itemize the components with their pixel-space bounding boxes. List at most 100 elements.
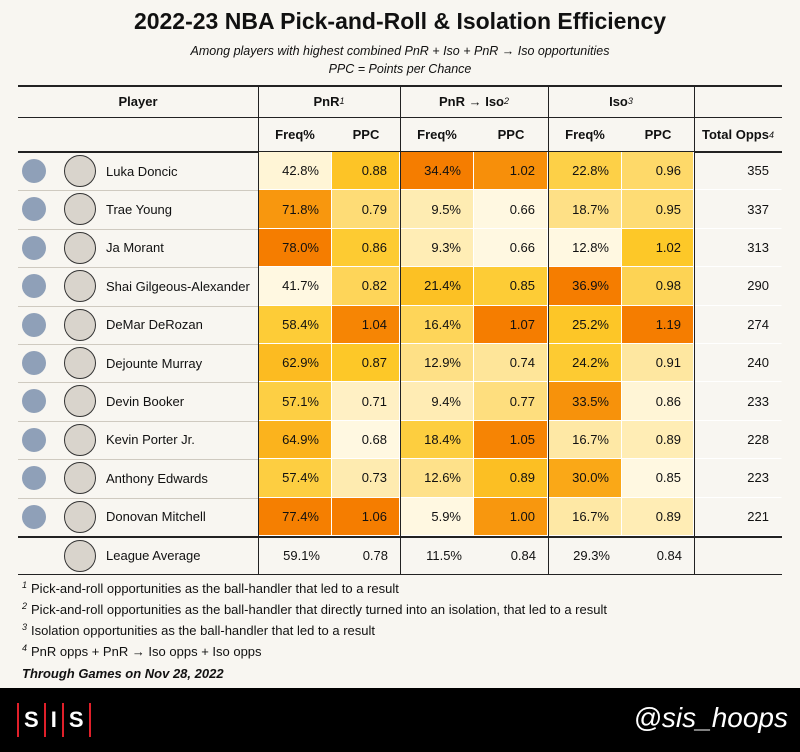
- league-logo: [64, 540, 96, 572]
- team-logo: [22, 312, 46, 337]
- table-cell: 0.89: [622, 420, 694, 460]
- logo-bar: [43, 703, 46, 737]
- label: Freq%: [417, 127, 457, 142]
- table-cell: 33.5%: [548, 382, 622, 421]
- table-cell: 1.04: [332, 305, 400, 344]
- table-cell: 0.84: [656, 547, 682, 563]
- table-cell: 1.07: [474, 305, 548, 344]
- title: 2022-23 NBA Pick-and-Roll & Isolation Ef…: [133, 8, 667, 34]
- table-cell: 12.9%: [400, 344, 474, 383]
- label: PnR → Iso: [438, 93, 504, 109]
- table-cell: 29.3%: [573, 547, 610, 563]
- note-marker: 2: [504, 96, 510, 106]
- table-cell: 64.9%: [258, 420, 332, 460]
- column-header: Freq%: [548, 118, 622, 151]
- row-rule: [18, 190, 258, 192]
- player-name: Anthony Edwards: [106, 470, 208, 486]
- logo-letter: S: [24, 707, 39, 732]
- logo-letter: S: [68, 707, 84, 732]
- table-cell: 0.79: [332, 190, 400, 229]
- table-cell: 12.8%: [548, 228, 622, 268]
- table-cell: 0.89: [474, 459, 548, 498]
- logo-bar: [17, 703, 19, 737]
- player-name: Luka Doncic: [106, 163, 178, 179]
- table-cell: 16.4%: [400, 305, 474, 344]
- team-logo: [22, 274, 46, 299]
- table-cell: 0.98: [622, 267, 694, 306]
- table-cell: 0.84: [510, 547, 536, 563]
- table-cell: 233: [694, 382, 782, 421]
- row-rule: [18, 497, 258, 499]
- team-logo: [22, 235, 46, 260]
- table-cell: 337: [694, 190, 782, 229]
- table-cell: 57.4%: [258, 459, 332, 498]
- column-rule: [548, 86, 549, 574]
- table-cell: 0.95: [622, 190, 694, 229]
- table-cell: 0.74: [474, 344, 548, 383]
- subtitle: Among players with highest combined PnR …: [190, 44, 610, 58]
- logo-bar: [61, 703, 64, 737]
- note-marker: 2: [22, 601, 28, 611]
- footnote: 4 PnR opps + PnR → Iso opps + Iso opps: [22, 643, 262, 659]
- table-cell: 0.85: [622, 459, 694, 498]
- table-cell: 5.9%: [400, 497, 474, 536]
- column-rule: [258, 86, 259, 574]
- footnote-text: Pick-and-roll opportunities as the ball-…: [31, 602, 607, 618]
- row-rule: [18, 420, 258, 422]
- headshot: [64, 231, 96, 264]
- table-cell: 0.73: [332, 459, 400, 498]
- table-cell: 0.78: [362, 547, 388, 563]
- table-cell: 34.4%: [400, 152, 474, 191]
- table-cell: 240: [694, 344, 782, 383]
- headshot: [64, 423, 96, 456]
- player-name: Donovan Mitchell: [106, 509, 206, 525]
- table-cell: 18.4%: [400, 420, 474, 460]
- column-header: PPC: [622, 118, 694, 151]
- table-cell: 71.8%: [258, 190, 332, 229]
- through-date: Through Games on Nov 28, 2022: [22, 666, 224, 681]
- headshot: [64, 462, 96, 495]
- team-logo: [22, 351, 46, 375]
- table-cell: 0.66: [474, 190, 548, 229]
- label: Iso: [609, 93, 628, 109]
- headshot: [64, 270, 96, 303]
- table-cell: 77.4%: [258, 497, 332, 536]
- table-cell: 9.3%: [400, 228, 474, 268]
- table-cell: 58.4%: [258, 305, 332, 344]
- label: PPC: [497, 127, 525, 142]
- table-cell: 0.68: [332, 420, 400, 460]
- table-cell: 42.8%: [258, 152, 332, 191]
- column-header: Total Opps 4: [694, 118, 782, 151]
- label: PPC: [644, 127, 672, 142]
- table-cell: 11.5%: [426, 547, 462, 563]
- note-marker: 3: [22, 622, 28, 632]
- group-header: Iso 3: [548, 86, 694, 116]
- column-header: PPC: [474, 118, 548, 151]
- table-cell: 1.06: [332, 497, 400, 536]
- headshot: [64, 347, 96, 379]
- label: Player: [118, 93, 158, 109]
- table-cell: 62.9%: [258, 344, 332, 383]
- table-cell: 0.88: [332, 152, 400, 191]
- team-logo: [22, 197, 46, 222]
- logo-letter: I: [50, 707, 57, 732]
- headshot: [64, 500, 96, 533]
- player-name: Trae Young: [106, 202, 173, 218]
- team-logo: [22, 159, 46, 183]
- handle: @sis_hoops: [633, 702, 788, 733]
- table-cell: 9.4%: [400, 382, 474, 421]
- table-cell: 1.00: [474, 497, 548, 536]
- table: Player PnR 1 PnR → Iso 2 Iso 3 Freq% PPC Freq% PPC…: [18, 85, 782, 575]
- player-name: DeMar DeRozan: [106, 317, 203, 333]
- group-header: PnR → Iso 2: [400, 86, 548, 116]
- player-name: Shai Gilgeous-Alexander: [106, 278, 250, 294]
- column-header: Freq%: [400, 118, 474, 151]
- row-rule: [18, 382, 258, 384]
- group-header: Player: [18, 86, 258, 116]
- headshot: [64, 308, 96, 341]
- group-header: PnR 1: [258, 86, 400, 116]
- row-rule: [18, 267, 258, 269]
- table-cell: 9.5%: [400, 190, 474, 229]
